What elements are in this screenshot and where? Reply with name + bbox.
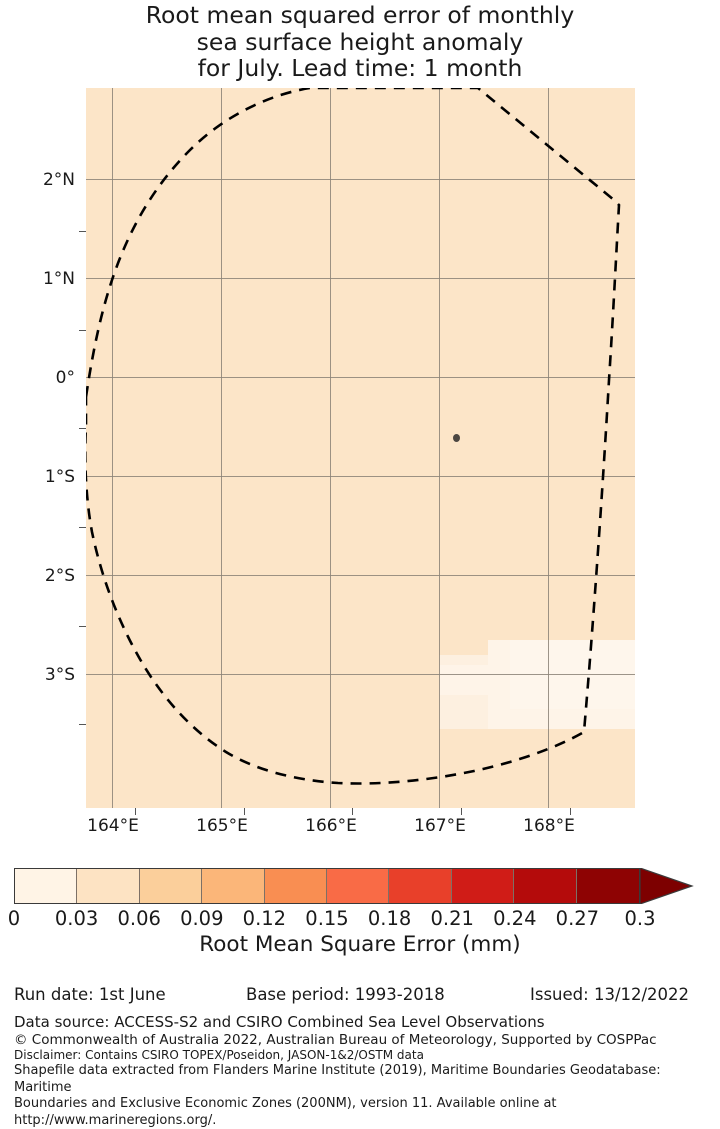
ytick-mark xyxy=(79,625,86,627)
colorbar-segment xyxy=(327,869,390,903)
run-date-text: Run date: 1st June xyxy=(14,985,166,1004)
colorbar-tick-label: 0.27 xyxy=(555,907,600,930)
footer-block: Data source: ACCESS-S2 and CSIRO Combine… xyxy=(14,1013,720,1129)
heatmap-cell xyxy=(439,664,489,695)
ytick-label-4: 2°S xyxy=(44,566,75,586)
ytick-label-2: 0° xyxy=(55,368,75,388)
colorbar-extend-arrow xyxy=(640,868,694,904)
colorbar-tick-label: 0.24 xyxy=(493,907,537,930)
xtick-label-0: 164°E xyxy=(87,816,139,836)
eez-boundary xyxy=(86,88,621,785)
data-source-text: Data source: ACCESS-S2 and CSIRO Combine… xyxy=(14,1013,545,1031)
xtick-mark xyxy=(461,808,463,815)
ytick-mark xyxy=(79,724,86,726)
xtick-label-2: 166°E xyxy=(305,816,357,836)
disclaimer-text: Disclaimer: Contains CSIRO TOPEX/Poseido… xyxy=(14,1048,424,1062)
xtick-mark xyxy=(134,808,136,815)
ytick-mark xyxy=(79,231,86,232)
colorbar-segment xyxy=(389,869,452,903)
colorbar-tick-label: 0.09 xyxy=(180,907,224,930)
colorbar-segment xyxy=(576,869,640,903)
colorbar-segment xyxy=(514,869,577,903)
colorbar-tick-label: 0.15 xyxy=(305,907,349,930)
colorbar: 0 0.03 0.06 0.09 0.12 0.15 0.18 0.21 0.24 0.27 0.3… xyxy=(0,866,720,957)
ytick-label-5: 3°S xyxy=(44,665,75,685)
colorbar-segment xyxy=(202,869,265,903)
base-period-text: Base period: 1993-2018 xyxy=(246,985,445,1004)
eez-boundary-layer xyxy=(86,88,621,785)
xtick-mark xyxy=(569,808,571,815)
colorbar-segment xyxy=(264,869,328,903)
xtick-mark xyxy=(352,808,354,815)
colorbar-segment xyxy=(451,869,515,903)
heatmap-canvas xyxy=(86,88,635,808)
shapefile-credit-line-1: Shapefile data extracted from Flanders M… xyxy=(14,1063,661,1095)
metadata-row: Run date: 1st June Base period: 1993-201… xyxy=(0,985,720,1007)
ytick-label-3: 1°S xyxy=(44,467,75,487)
colorbar-segment xyxy=(15,869,78,903)
map-gridlines xyxy=(86,88,635,808)
title-line-1: Root mean squared error of monthly xyxy=(145,1,575,29)
title-line-3: for July. Lead time: 1 month xyxy=(197,54,523,82)
ytick-label-1: 1°N xyxy=(42,269,75,289)
title-line-2: sea surface height anomaly xyxy=(196,27,524,56)
colorbar-segments xyxy=(14,868,640,904)
colorbar-segment xyxy=(139,869,203,903)
colorbar-tick-label: 0.03 xyxy=(54,907,99,930)
xtick-label-1: 165°E xyxy=(196,816,248,836)
page-title: Root mean squared error of monthly sea s… xyxy=(0,2,720,82)
copyright-text: © Commonwealth of Australia 2022, Austra… xyxy=(14,1032,657,1048)
colorbar-tick-label: 0 xyxy=(7,907,21,930)
xtick-label-4: 168°E xyxy=(523,816,575,836)
ytick-label-0: 2°N xyxy=(42,170,75,190)
colorbar-label: Root Mean Square Error (mm) xyxy=(199,932,521,957)
ytick-mark xyxy=(79,329,86,331)
colorbar-tick-label: 0.18 xyxy=(367,907,412,930)
colorbar-tick-label: 0.12 xyxy=(242,907,287,930)
colorbar-tick-label: 0.06 xyxy=(117,907,161,930)
colorbar-tick-label: 0.21 xyxy=(430,907,474,930)
xtick-mark xyxy=(243,808,245,815)
colorbar-segment xyxy=(77,869,140,903)
island-point xyxy=(453,434,460,442)
ytick-mark xyxy=(79,428,86,430)
colorbar-tick-label: 0.3 xyxy=(624,907,656,930)
shapefile-credit-line-2: Boundaries and Exclusive Economic Zones … xyxy=(14,1096,557,1128)
xtick-label-3: 167°E xyxy=(414,816,466,836)
ytick-mark xyxy=(79,526,86,528)
map-plot-area xyxy=(86,88,635,808)
issued-date-text: Issued: 13/12/2022 xyxy=(530,985,690,1004)
